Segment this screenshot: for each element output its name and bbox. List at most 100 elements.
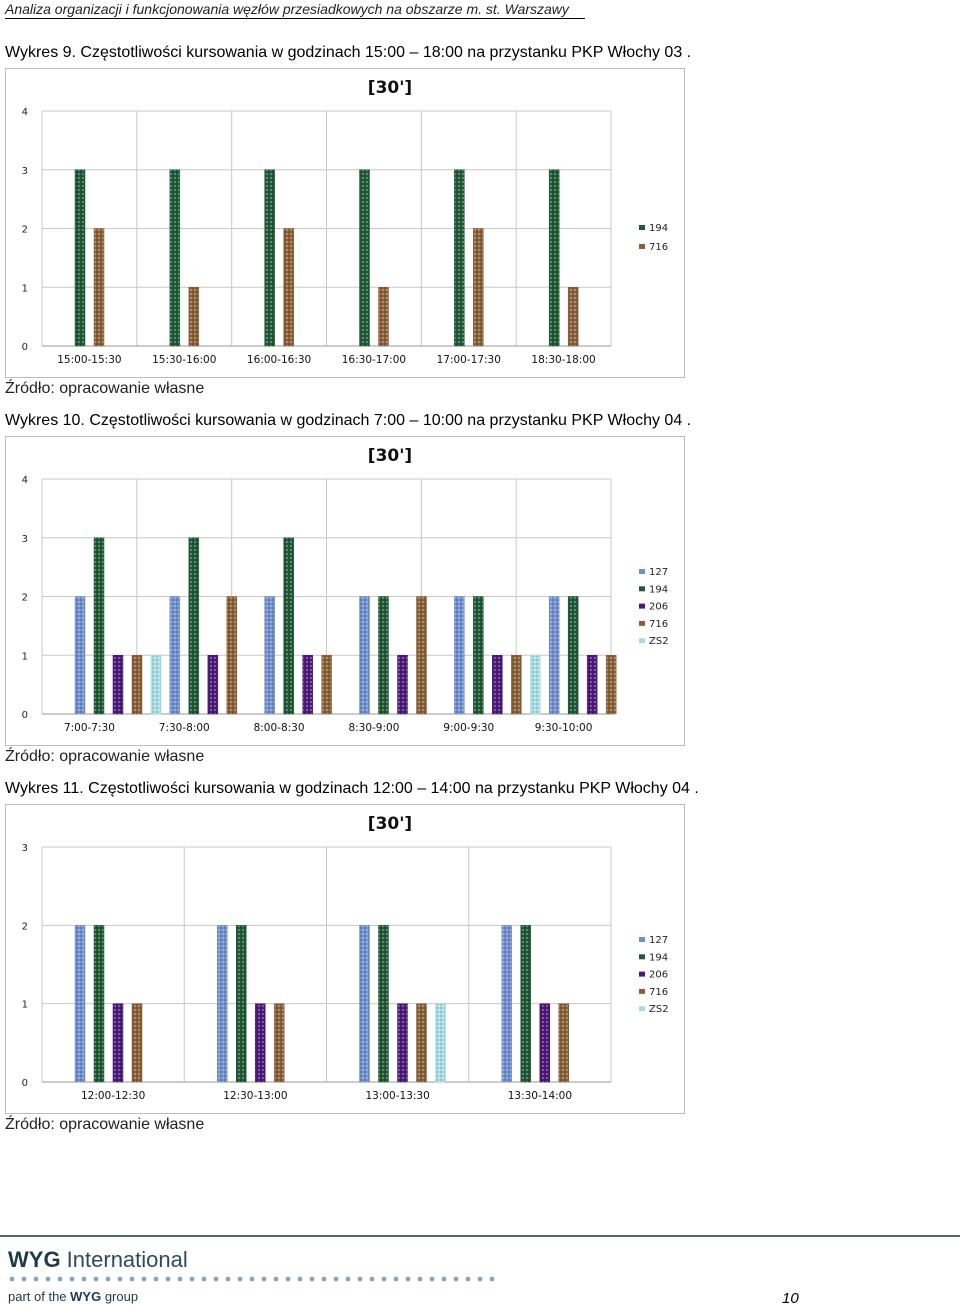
bar-716	[416, 1003, 427, 1083]
legend-label: 206	[649, 602, 668, 613]
legend-swatch	[639, 244, 645, 249]
chart-title: [30']	[368, 814, 412, 834]
chart-svg: 0 1 2 3 [30'] 12:00-12:30 12:30-13:00 13:00-13:…	[22, 814, 669, 1102]
logo-dot	[237, 1276, 243, 1282]
legend-swatch	[639, 937, 645, 942]
bar-206	[492, 655, 503, 715]
logo-dot	[9, 1276, 15, 1282]
bar-127	[359, 925, 370, 1083]
logo-dot	[249, 1276, 255, 1282]
logo-dot	[489, 1276, 495, 1282]
logo-dot	[225, 1276, 231, 1282]
bar-127	[74, 596, 86, 715]
logo-dot	[273, 1276, 279, 1282]
logo-dot	[261, 1276, 267, 1282]
bar-127	[359, 596, 370, 715]
x-tick-label: 13:00-13:30	[365, 1090, 429, 1102]
bar-716	[274, 1003, 285, 1083]
x-tick-label: 17:00-17:30	[437, 354, 501, 366]
logo-dot	[141, 1276, 147, 1282]
bar-716	[378, 287, 389, 347]
logo-dot	[465, 1276, 471, 1282]
bar-716	[558, 1003, 569, 1083]
logo-dot	[33, 1276, 39, 1282]
x-tick-label: 12:00-12:30	[81, 1090, 145, 1102]
logo-rest: International	[60, 1247, 188, 1272]
x-tick-label: 8:30-9:00	[348, 722, 399, 734]
tagline-suffix: group	[101, 1289, 139, 1304]
logo-dot	[285, 1276, 291, 1282]
bar-127	[454, 596, 465, 715]
figure-source: Źródło: opracowanie własne	[5, 748, 205, 765]
bar-206	[397, 1003, 408, 1083]
bar-716	[93, 228, 105, 347]
x-tick-label: 16:00-16:30	[247, 354, 311, 366]
legend-label: 206	[649, 970, 668, 981]
tagline: part of the WYG group	[8, 1289, 138, 1305]
bar-716	[473, 228, 484, 347]
legend-label: 194	[649, 952, 668, 963]
bar-716	[283, 228, 294, 347]
logo-dot	[297, 1276, 303, 1282]
legend-label: 194	[649, 223, 668, 234]
x-tick-label: 9:00-9:30	[443, 722, 494, 734]
logo-dot	[177, 1276, 183, 1282]
figure-caption: Wykres 9. Częstotliwości kursowania w go…	[5, 44, 692, 61]
bar-194	[473, 596, 484, 715]
bar-127	[548, 596, 560, 715]
legend-label: 716	[649, 242, 668, 253]
bar-206	[539, 1003, 550, 1083]
logo-dot	[453, 1276, 459, 1282]
logo-dot	[381, 1276, 387, 1282]
legend-label: 127	[649, 567, 668, 578]
tagline-strong: WYG	[70, 1289, 102, 1304]
y-tick-label: 4	[22, 107, 28, 118]
legend-swatch	[639, 638, 645, 644]
x-tick-label: 9:30-10:00	[535, 722, 593, 734]
y-tick-label: 0	[22, 1078, 28, 1089]
y-tick-label: 3	[22, 843, 28, 854]
legend-swatch	[639, 569, 645, 574]
chart-figure-9: 0 1 2 3 4 [30'] 15:00-15:30 15:30-16:00 16:00-16…	[5, 68, 685, 378]
chart-title: [30']	[368, 446, 412, 466]
bar-194	[188, 537, 200, 715]
logo-dot	[57, 1276, 63, 1282]
bar-206	[397, 655, 408, 715]
logo-dot	[321, 1276, 327, 1282]
bar-716	[188, 287, 200, 347]
y-tick-label: 3	[22, 166, 28, 177]
bar-127	[74, 925, 86, 1083]
legend-swatch	[639, 586, 645, 592]
y-tick-label: 2	[22, 593, 28, 604]
bar-194	[283, 537, 294, 715]
logo-dot	[441, 1276, 447, 1282]
legend-label: ZS2	[649, 1004, 669, 1015]
y-tick-label: 2	[22, 921, 28, 932]
logo-dot	[93, 1276, 99, 1282]
bar-194	[567, 596, 579, 715]
logo-dot	[45, 1276, 51, 1282]
logo-dot	[165, 1276, 171, 1282]
bar-716	[416, 596, 427, 715]
bar-194	[74, 169, 86, 347]
bar-716	[131, 655, 143, 715]
logo-dot	[417, 1276, 423, 1282]
logo-dot	[153, 1276, 159, 1282]
figure-caption: Wykres 11. Częstotliwości kursowania w g…	[5, 780, 699, 797]
bar-716	[131, 1003, 143, 1083]
chart-svg: 0 1 2 3 4 [30'] 7:00-7:30 7:30-8:00 8:00-8:30 8:3…	[22, 446, 669, 734]
logo-dot	[345, 1276, 351, 1282]
logo-dot	[105, 1276, 111, 1282]
logo-dot	[405, 1276, 411, 1282]
bar-194	[264, 169, 275, 347]
chart-svg: 0 1 2 3 4 [30'] 15:00-15:30 15:30-16:00 16:00-16…	[22, 78, 668, 366]
tagline-prefix: part of the	[8, 1289, 71, 1304]
bar-206	[302, 655, 313, 715]
running-header: Analiza organizacji i funkcjonowania węz…	[5, 1, 585, 19]
page-number: 10	[782, 1290, 799, 1307]
wyg-logo: WYG International	[8, 1246, 188, 1274]
y-tick-label: 1	[22, 283, 28, 294]
legend-label: 127	[649, 935, 668, 946]
y-tick-label: 4	[22, 475, 28, 486]
figure-caption: Wykres 10. Częstotliwości kursowania w g…	[5, 412, 692, 429]
